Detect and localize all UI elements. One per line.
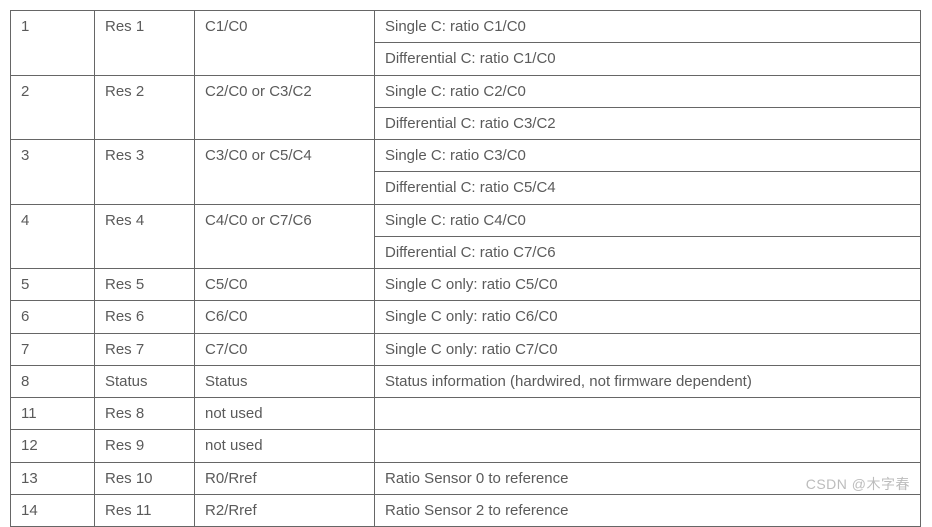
cell-num: 11 [11, 398, 95, 430]
cell-name: Status [95, 365, 195, 397]
table-row: 14Res 11R2/RrefRatio Sensor 2 to referen… [11, 494, 921, 526]
cell-num: 12 [11, 430, 95, 462]
cell-desc: Single C: ratio C1/C0 [375, 11, 921, 43]
table-row: 6Res 6C6/C0Single C only: ratio C6/C0 [11, 301, 921, 333]
cell-desc: Differential C: ratio C5/C4 [375, 172, 921, 204]
cell-ratio: C4/C0 or C7/C6 [195, 204, 375, 269]
cell-desc_a: Single C only: ratio C7/C0 [375, 333, 921, 365]
cell-desc_a: Ratio Sensor 0 to reference [375, 462, 921, 494]
cell-ratio: C3/C0 or C5/C4 [195, 140, 375, 205]
cell-ratio: C5/C0 [195, 269, 375, 301]
cell-ratio: not used [195, 398, 375, 430]
cell-ratio: C7/C0 [195, 333, 375, 365]
cell-desc: Differential C: ratio C7/C6 [375, 236, 921, 268]
cell-desc_a [375, 398, 921, 430]
cell-name: Res 2 [95, 75, 195, 140]
cell-desc: Differential C: ratio C1/C0 [375, 43, 921, 75]
cell-num: 1 [11, 11, 95, 76]
table-row: 5Res 5C5/C0Single C only: ratio C5/C0 [11, 269, 921, 301]
table-row: 2Res 2C2/C0 or C3/C2Single C: ratio C2/C… [11, 75, 921, 107]
cell-name: Res 5 [95, 269, 195, 301]
cell-desc: Single C: ratio C3/C0 [375, 140, 921, 172]
cell-name: Res 9 [95, 430, 195, 462]
cell-name: Res 1 [95, 11, 195, 76]
table-row: 1Res 1C1/C0Single C: ratio C1/C0 [11, 11, 921, 43]
cell-desc_a: Single C only: ratio C5/C0 [375, 269, 921, 301]
cell-ratio: C2/C0 or C3/C2 [195, 75, 375, 140]
cell-num: 3 [11, 140, 95, 205]
cell-name: Res 7 [95, 333, 195, 365]
cell-num: 8 [11, 365, 95, 397]
register-table: 1Res 1C1/C0Single C: ratio C1/C0Differen… [10, 10, 921, 527]
table-row: 11Res 8not used [11, 398, 921, 430]
cell-num: 6 [11, 301, 95, 333]
cell-name: Res 3 [95, 140, 195, 205]
cell-ratio: R2/Rref [195, 494, 375, 526]
table-row: 4Res 4C4/C0 or C7/C6Single C: ratio C4/C… [11, 204, 921, 236]
cell-ratio: C6/C0 [195, 301, 375, 333]
table-row: 13Res 10R0/RrefRatio Sensor 0 to referen… [11, 462, 921, 494]
cell-desc_a: Ratio Sensor 2 to reference [375, 494, 921, 526]
cell-name: Res 10 [95, 462, 195, 494]
cell-desc: Differential C: ratio C3/C2 [375, 107, 921, 139]
cell-name: Res 11 [95, 494, 195, 526]
cell-num: 13 [11, 462, 95, 494]
cell-ratio: R0/Rref [195, 462, 375, 494]
cell-desc_a: Single C only: ratio C6/C0 [375, 301, 921, 333]
cell-name: Res 8 [95, 398, 195, 430]
cell-desc: Single C: ratio C4/C0 [375, 204, 921, 236]
cell-ratio: C1/C0 [195, 11, 375, 76]
cell-desc_a [375, 430, 921, 462]
cell-desc_a: Status information (hardwired, not firmw… [375, 365, 921, 397]
table-row: 7Res 7C7/C0Single C only: ratio C7/C0 [11, 333, 921, 365]
cell-desc: Single C: ratio C2/C0 [375, 75, 921, 107]
table-row: 8StatusStatusStatus information (hardwir… [11, 365, 921, 397]
table-row: 3Res 3C3/C0 or C5/C4Single C: ratio C3/C… [11, 140, 921, 172]
cell-num: 2 [11, 75, 95, 140]
cell-num: 4 [11, 204, 95, 269]
cell-num: 14 [11, 494, 95, 526]
cell-num: 5 [11, 269, 95, 301]
cell-ratio: Status [195, 365, 375, 397]
cell-num: 7 [11, 333, 95, 365]
cell-ratio: not used [195, 430, 375, 462]
table-row: 12Res 9not used [11, 430, 921, 462]
cell-name: Res 6 [95, 301, 195, 333]
cell-name: Res 4 [95, 204, 195, 269]
